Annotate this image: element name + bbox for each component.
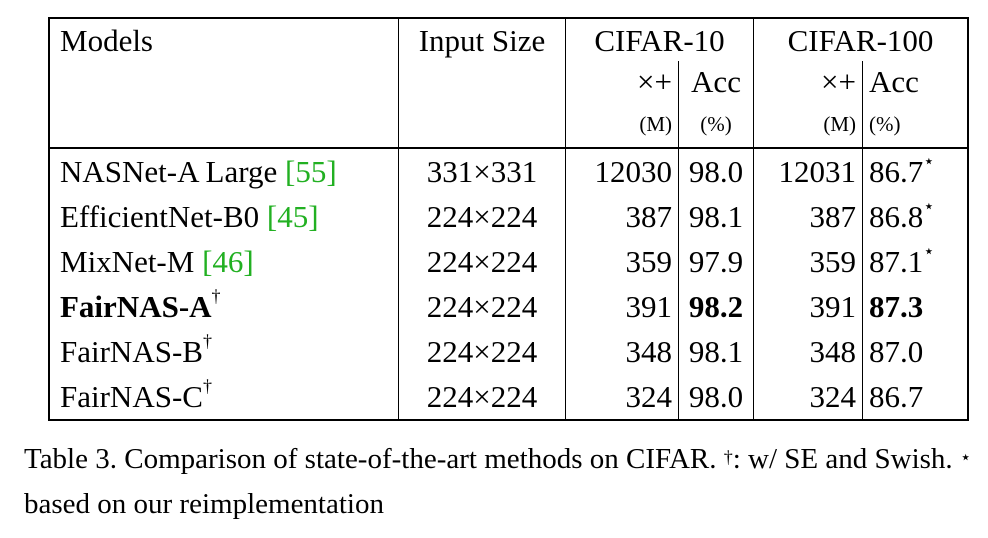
table-row: FairNAS-B† 224×224 348 98.1 348 87.0 (49, 329, 968, 374)
header-cifar100: CIFAR-100 (753, 18, 968, 61)
cifar100-acc-value: 87.0 (869, 334, 924, 369)
model-name: MixNet-M [46] (49, 239, 399, 284)
caption-text: : w/ SE and Swish. (732, 443, 960, 475)
cifar100-acc-value: 86.7 (869, 154, 924, 189)
input-size: 331×331 (398, 147, 566, 194)
header-blank (49, 61, 399, 101)
citation-link[interactable]: [45] (266, 199, 319, 234)
cifar100-acc-value: 87.3 (869, 289, 924, 324)
input-size: 224×224 (398, 239, 566, 284)
cifar10-acc: 98.2 (678, 284, 754, 329)
caption-text: based on our reimplementation (24, 488, 384, 520)
header-input-size: Input Size (398, 18, 566, 61)
model-label: NASNet-A Large (60, 154, 285, 189)
header-c10-acc-unit: (%) (678, 101, 754, 148)
header-c10-acc: Acc (678, 61, 754, 101)
cifar10-madd: 12030 (565, 147, 679, 194)
header-blank (49, 101, 399, 148)
table-row: MixNet-M [46] 224×224 359 97.9 359 87.1⋆ (49, 239, 968, 284)
dagger-mark: † (723, 447, 733, 467)
star-mark: ⋆ (959, 447, 972, 467)
model-label: MixNet-M (60, 244, 203, 279)
input-size: 224×224 (398, 194, 566, 239)
dagger-mark: † (202, 331, 212, 351)
citation-link[interactable]: [46] (202, 244, 254, 279)
cifar100-madd: 12031 (753, 147, 863, 194)
caption-text: Table 3. Comparison of state-of-the-art … (24, 443, 724, 475)
cifar100-madd: 391 (753, 284, 863, 329)
input-size: 224×224 (398, 284, 566, 329)
model-label: EfficientNet-B0 (60, 199, 267, 234)
cifar10-acc: 98.0 (678, 374, 754, 420)
model-label: FairNAS-A (60, 289, 212, 324)
header-cifar10: CIFAR-10 (565, 18, 754, 61)
citation-link[interactable]: [55] (285, 154, 337, 189)
cifar10-madd: 391 (565, 284, 679, 329)
cifar100-acc: 87.0 (862, 329, 968, 374)
model-name: EfficientNet-B0 [45] (49, 194, 399, 239)
cifar100-madd: 359 (753, 239, 863, 284)
cifar100-acc: 87.3 (862, 284, 968, 329)
cifar100-madd: 324 (753, 374, 863, 420)
header-c10-madd-unit: (M) (565, 101, 679, 148)
cifar10-acc: 97.9 (678, 239, 754, 284)
table-caption: Table 3. Comparison of state-of-the-art … (24, 437, 974, 527)
table-row: FairNAS-C† 224×224 324 98.0 324 86.7 (49, 374, 968, 420)
cifar10-madd: 324 (565, 374, 679, 420)
model-name: FairNAS-A† (49, 284, 399, 329)
dagger-mark: † (211, 286, 221, 306)
cifar10-madd: 359 (565, 239, 679, 284)
cifar100-acc: 86.7⋆ (862, 147, 968, 194)
model-label: FairNAS-B (60, 334, 203, 369)
cifar100-acc-value: 86.8 (869, 199, 924, 234)
star-mark: ⋆ (923, 241, 935, 261)
header-c100-acc-unit: (%) (862, 101, 968, 148)
header-c100-madd-unit: (M) (753, 101, 863, 148)
cifar100-acc: 86.7 (862, 374, 968, 420)
header-models: Models (60, 22, 153, 58)
input-size: 224×224 (398, 329, 566, 374)
cifar100-acc: 87.1⋆ (862, 239, 968, 284)
results-table: Models Input Size CIFAR-10 CIFAR-100 ×+ … (48, 17, 969, 421)
model-name: NASNet-A Large [55] (49, 147, 399, 194)
cifar100-acc-value: 86.7 (869, 379, 924, 414)
header-c10-madd: ×+ (565, 61, 679, 101)
cifar100-acc: 86.8⋆ (862, 194, 968, 239)
cifar100-madd: 348 (753, 329, 863, 374)
cifar10-madd: 387 (565, 194, 679, 239)
header-blank (398, 61, 566, 101)
table-row: FairNAS-A† 224×224 391 98.2 391 87.3 (49, 284, 968, 329)
header-c100-madd: ×+ (753, 61, 863, 101)
model-name: FairNAS-B† (49, 329, 399, 374)
star-mark: ⋆ (923, 151, 935, 171)
cifar10-acc: 98.0 (678, 147, 754, 194)
cifar10-acc: 98.1 (678, 194, 754, 239)
model-label: FairNAS-C (60, 379, 203, 414)
dagger-mark: † (202, 376, 212, 396)
cifar10-acc: 98.1 (678, 329, 754, 374)
star-mark: ⋆ (923, 196, 935, 216)
header-blank (398, 101, 566, 148)
input-size: 224×224 (398, 374, 566, 420)
cifar10-madd: 348 (565, 329, 679, 374)
model-name: FairNAS-C† (49, 374, 399, 420)
table-row: NASNet-A Large [55] 331×331 12030 98.0 12031… (49, 147, 968, 194)
cifar100-madd: 387 (753, 194, 863, 239)
table-row: EfficientNet-B0 [45] 224×224 387 98.1 387 86.… (49, 194, 968, 239)
header-c100-acc: Acc (862, 61, 968, 101)
cifar100-acc-value: 87.1 (869, 244, 924, 279)
